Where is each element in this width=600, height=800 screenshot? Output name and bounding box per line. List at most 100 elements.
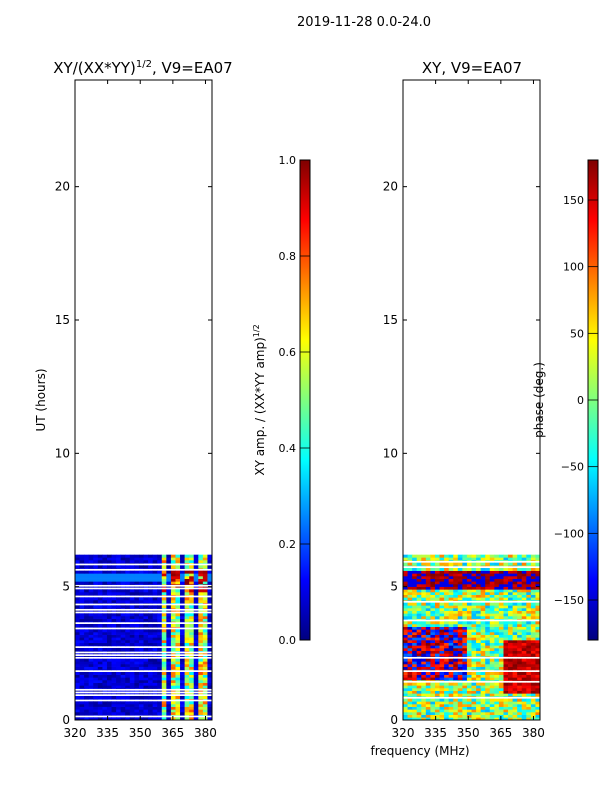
amp-heatmap-cell (120, 613, 126, 617)
amp-heatmap-cell (111, 712, 117, 715)
phase-heatmap-cell (439, 560, 445, 561)
amp-heatmap-cell (184, 618, 190, 622)
phase-heatmap-cell (485, 597, 491, 601)
amp-heatmap-cell (79, 682, 85, 686)
amp-heatmap-cell (170, 589, 176, 593)
amp-heatmap-cell (111, 600, 117, 603)
amp-heatmap-cell (93, 648, 99, 651)
phase-heatmap-cell (416, 712, 422, 715)
amp-heatmap-cell (84, 557, 90, 561)
phase-heatmap-cell (471, 701, 477, 705)
amp-heatmap-cell (180, 578, 185, 582)
amp-heatmap-cell (120, 605, 126, 609)
phase-heatmap-cell (471, 669, 477, 671)
amp-heatmap-cell (120, 570, 126, 574)
amp-heatmap-cell (180, 658, 185, 662)
phase-heatmap-cell (457, 645, 463, 649)
phase-heatmap-cell (517, 709, 523, 713)
amp-heatmap-cell (138, 632, 144, 635)
phase-heatmap-cell (494, 613, 500, 617)
phase-heatmap-cell (494, 605, 500, 609)
phase-heatmap-cell (521, 640, 527, 643)
amp-heatmap-cell (152, 661, 158, 665)
amp-heatmap-cell (93, 610, 99, 612)
phase-heatmap-cell (471, 685, 477, 689)
phase-heatmap-cell (407, 602, 413, 606)
phase-axes-frame (402, 79, 541, 721)
phase-heatmap-cell (466, 565, 472, 567)
phase-heatmap-cell (462, 602, 468, 606)
amp-heatmap-cell (166, 672, 172, 675)
phase-heatmap-cell (430, 586, 436, 590)
amp-heatmap-cell (138, 605, 144, 609)
amp-heatmap-cell (202, 698, 208, 700)
amp-heatmap-cell (116, 653, 122, 655)
amp-heatmap-cell (202, 640, 208, 643)
amp-heatmap-cell (143, 554, 149, 558)
amp-heatmap-cell (157, 597, 163, 601)
amp-heatmap-cell (143, 677, 149, 681)
amp-heatmap-cell (88, 653, 94, 655)
phase-heatmap-cell (421, 677, 427, 681)
amp-heatmap-cell (134, 704, 140, 707)
phase-heatmap-cell (498, 610, 504, 614)
phase-heatmap-cell (448, 698, 454, 702)
amp-heatmap-cell (120, 653, 126, 655)
amp-heatmap-cell (143, 688, 149, 689)
phase-heatmap-cell (421, 656, 427, 657)
amp-heatmap-cell (88, 573, 94, 577)
amp-heatmap-cell (111, 584, 117, 585)
amp-heatmap-cell (193, 578, 199, 582)
amp-heatmap-cell (116, 704, 122, 707)
amp-heatmap-cell (125, 584, 131, 585)
phase-heatmap-cell (416, 653, 422, 657)
amp-heatmap-cell (170, 586, 176, 588)
amp-heatmap-cell (120, 674, 126, 678)
amp-heatmap-cell (193, 709, 199, 713)
amp-heatmap-cell (79, 640, 85, 643)
amp-heatmap-cell (148, 634, 154, 638)
amp-heatmap-cell (170, 557, 176, 561)
phase-ytick-label: 20 (383, 180, 398, 194)
amp-heatmap-cell (202, 562, 208, 564)
phase-heatmap-cell (503, 616, 509, 619)
phase-heatmap-cell (462, 554, 468, 558)
phase-heatmap-cell (480, 576, 486, 579)
phase-heatmap-cell (530, 632, 536, 635)
amp-heatmap-cell (88, 626, 94, 628)
amp-heatmap-cell (102, 717, 108, 720)
phase-heatmap-cell (448, 677, 454, 681)
amp-heatmap-cell (161, 629, 167, 633)
amp-heatmap-cell (84, 570, 90, 574)
phase-heatmap-cell (530, 677, 536, 681)
amp-heatmap-cell (129, 581, 135, 585)
phase-heatmap-cell (416, 717, 422, 720)
phase-heatmap-cell (421, 554, 427, 558)
phase-heatmap-cell (412, 664, 418, 667)
phase-heatmap-cell (407, 674, 413, 678)
amp-heatmap-cell (111, 640, 117, 643)
phase-heatmap-cell (485, 613, 491, 617)
amp-heatmap-cell (189, 688, 195, 689)
amp-heatmap-cell (120, 634, 126, 638)
phase-heatmap-cell (448, 666, 454, 670)
phase-heatmap-cell (439, 717, 445, 720)
amp-heatmap-cell (175, 562, 181, 564)
phase-heatmap-cell (535, 629, 540, 633)
phase-heatmap-cell (535, 685, 540, 689)
phase-heatmap-cell (462, 656, 468, 657)
phase-heatmap-cell (434, 610, 440, 614)
amp-heatmap-cell (180, 629, 185, 633)
amp-heatmap-cell (79, 554, 85, 558)
amp-heatmap-cell (88, 608, 94, 609)
amp-heatmap-cell (120, 642, 126, 646)
phase-heatmap-cell (416, 664, 422, 667)
amp-heatmap-cell (207, 653, 212, 655)
amp-heatmap-cell (193, 677, 199, 681)
phase-heatmap-cell (462, 621, 468, 625)
amp-heatmap-cell (193, 669, 199, 671)
amp-heatmap-cell (184, 629, 190, 633)
amp-heatmap-cell (193, 672, 199, 675)
amp-heatmap-cell (97, 666, 103, 670)
amp-heatmap-cell (161, 712, 167, 715)
